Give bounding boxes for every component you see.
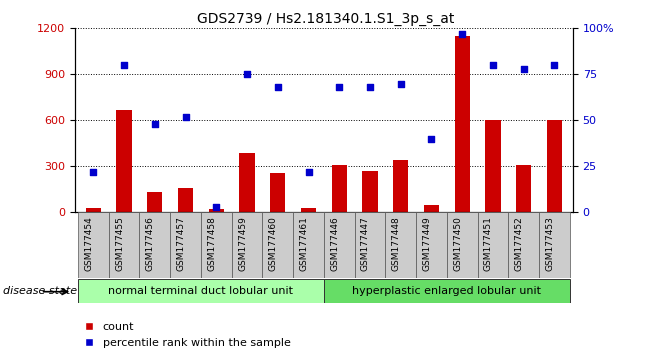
Point bbox=[303, 169, 314, 175]
Point bbox=[365, 84, 375, 90]
Bar bbox=[86, 208, 101, 212]
Bar bbox=[416, 212, 447, 278]
Text: GSM177452: GSM177452 bbox=[515, 216, 523, 271]
Point bbox=[334, 84, 344, 90]
Bar bbox=[363, 171, 378, 212]
Point bbox=[396, 81, 406, 86]
Point bbox=[457, 31, 467, 37]
Text: GDS2739 / Hs2.181340.1.S1_3p_s_at: GDS2739 / Hs2.181340.1.S1_3p_s_at bbox=[197, 12, 454, 27]
Point bbox=[150, 121, 160, 127]
Text: GSM177453: GSM177453 bbox=[546, 216, 555, 271]
Point bbox=[242, 72, 252, 77]
Bar bbox=[301, 208, 316, 212]
Bar bbox=[240, 153, 255, 212]
Bar bbox=[178, 188, 193, 212]
Bar bbox=[78, 212, 109, 278]
Bar bbox=[324, 279, 570, 303]
Text: GSM177451: GSM177451 bbox=[484, 216, 493, 271]
Text: GSM177447: GSM177447 bbox=[361, 216, 370, 271]
Text: hyperplastic enlarged lobular unit: hyperplastic enlarged lobular unit bbox=[352, 286, 542, 296]
Point bbox=[211, 204, 221, 210]
Bar bbox=[424, 205, 439, 212]
Bar bbox=[117, 110, 132, 212]
Bar bbox=[170, 212, 201, 278]
Text: GSM177456: GSM177456 bbox=[146, 216, 155, 271]
Point bbox=[88, 169, 98, 175]
Bar bbox=[385, 212, 416, 278]
Point bbox=[119, 62, 130, 68]
Text: GSM177461: GSM177461 bbox=[299, 216, 309, 271]
Text: GSM177446: GSM177446 bbox=[330, 216, 339, 271]
Text: GSM177450: GSM177450 bbox=[453, 216, 462, 271]
Bar bbox=[201, 212, 232, 278]
Bar bbox=[139, 212, 170, 278]
Bar bbox=[270, 172, 285, 212]
Text: disease state: disease state bbox=[3, 286, 77, 296]
Text: GSM177459: GSM177459 bbox=[238, 216, 247, 271]
Text: GSM177457: GSM177457 bbox=[176, 216, 186, 271]
Bar bbox=[324, 212, 355, 278]
Point bbox=[518, 66, 529, 72]
Bar bbox=[454, 36, 470, 212]
Bar bbox=[109, 212, 139, 278]
Bar bbox=[547, 120, 562, 212]
Point bbox=[273, 84, 283, 90]
Text: GSM177448: GSM177448 bbox=[392, 216, 401, 271]
Bar bbox=[355, 212, 385, 278]
Bar bbox=[393, 160, 408, 212]
Text: GSM177454: GSM177454 bbox=[85, 216, 93, 271]
Bar bbox=[539, 212, 570, 278]
Bar bbox=[331, 165, 347, 212]
Bar bbox=[508, 212, 539, 278]
Bar bbox=[232, 212, 262, 278]
Legend: count, percentile rank within the sample: count, percentile rank within the sample bbox=[81, 317, 295, 353]
Bar bbox=[262, 212, 293, 278]
Point bbox=[488, 62, 498, 68]
Bar bbox=[516, 165, 531, 212]
Text: GSM177455: GSM177455 bbox=[115, 216, 124, 271]
Text: GSM177449: GSM177449 bbox=[422, 216, 432, 271]
Point bbox=[549, 62, 560, 68]
Bar bbox=[78, 279, 324, 303]
Bar bbox=[447, 212, 478, 278]
Point bbox=[180, 114, 191, 120]
Bar bbox=[485, 120, 501, 212]
Bar bbox=[478, 212, 508, 278]
Text: GSM177458: GSM177458 bbox=[207, 216, 216, 271]
Text: GSM177460: GSM177460 bbox=[269, 216, 278, 271]
Text: normal terminal duct lobular unit: normal terminal duct lobular unit bbox=[109, 286, 294, 296]
Bar bbox=[293, 212, 324, 278]
Point bbox=[426, 136, 437, 142]
Bar bbox=[147, 193, 163, 212]
Bar bbox=[208, 209, 224, 212]
